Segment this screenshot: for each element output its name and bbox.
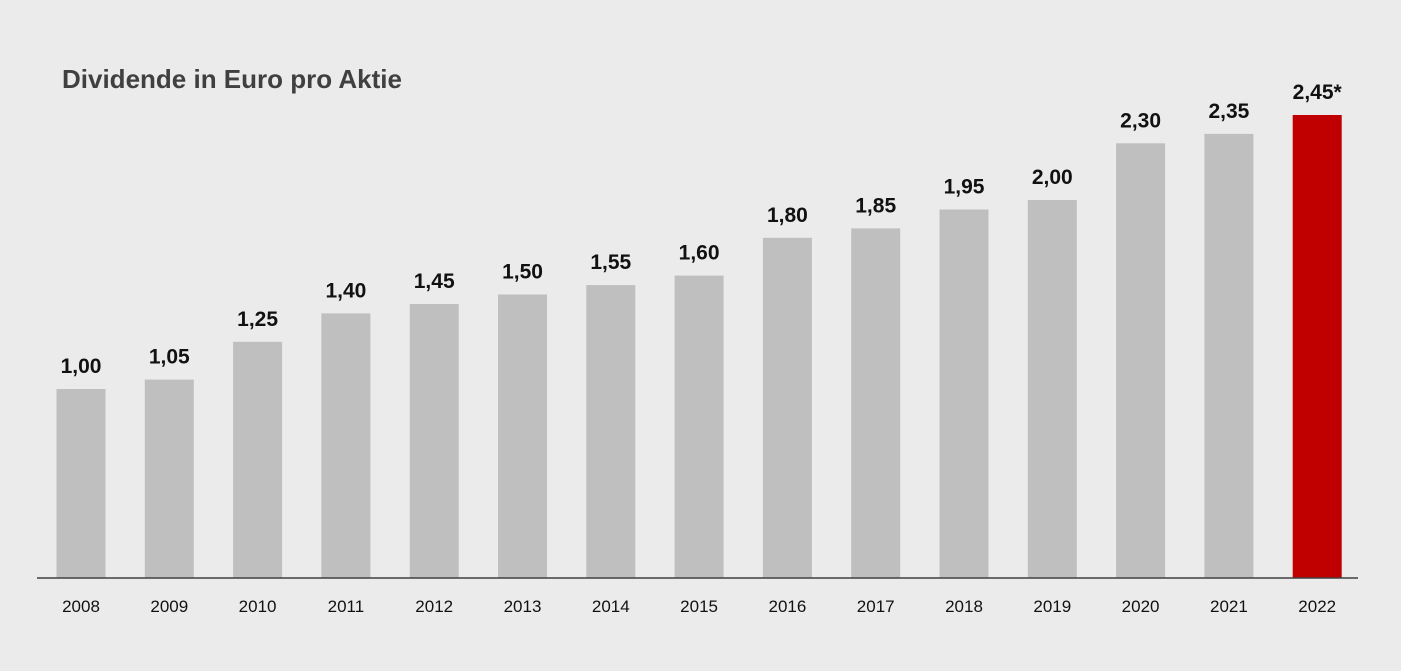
x-tick-label-2021: 2021	[1210, 597, 1248, 616]
bar-2019	[1027, 200, 1077, 578]
value-label-2015: 1,60	[679, 242, 720, 265]
bar-2016	[762, 237, 812, 579]
x-tick-label-2017: 2017	[857, 597, 895, 616]
chart-title: Dividende in Euro pro Aktie	[62, 64, 402, 94]
bars-group	[56, 115, 1342, 579]
x-tick-label-2020: 2020	[1122, 597, 1160, 616]
bar-2014	[586, 285, 636, 578]
bar-2012	[409, 304, 459, 578]
value-labels-group: 1,00 1,05 1,25 1,40 1,45 1,50 1,55 1,60 1,80 1,85…	[61, 81, 1343, 378]
value-label-2008: 1,00	[61, 355, 102, 378]
x-tick-label-2011: 2011	[328, 597, 365, 616]
x-tick-label-2008: 2008	[62, 597, 100, 616]
value-label-2016: 1,80	[767, 204, 808, 227]
bar-2015	[674, 275, 724, 578]
x-tick-label-2014: 2014	[592, 597, 630, 616]
value-label-2022: 2,45*	[1293, 81, 1343, 104]
value-label-2014: 1,55	[590, 251, 631, 274]
bar-2013	[498, 294, 547, 578]
x-tick-label-2022: 2022	[1298, 597, 1336, 616]
value-label-2019: 2,00	[1032, 166, 1073, 189]
bar-2009	[144, 379, 194, 578]
x-tick-label-2009: 2009	[150, 597, 188, 616]
x-tick-label-2012: 2012	[415, 597, 453, 616]
x-tick-labels-group: 2008 2009 2010 2011 2012 2013 2014 2015 2016 2017…	[62, 597, 1336, 616]
bar-2008	[56, 389, 106, 578]
bar-2022	[1292, 115, 1342, 578]
value-label-2017: 1,85	[855, 194, 896, 217]
x-tick-label-2018: 2018	[945, 597, 983, 616]
x-tick-label-2019: 2019	[1033, 597, 1071, 616]
bar-2021	[1204, 133, 1254, 578]
value-label-2009: 1,05	[149, 346, 190, 369]
x-tick-label-2015: 2015	[680, 597, 718, 616]
bar-2018	[939, 209, 989, 578]
value-label-2013: 1,50	[502, 261, 543, 284]
value-label-2010: 1,25	[237, 308, 278, 331]
value-label-2018: 1,95	[944, 176, 985, 199]
bar-2010	[233, 341, 283, 578]
value-label-2012: 1,45	[414, 270, 455, 293]
bar-2017	[851, 228, 901, 578]
x-tick-label-2010: 2010	[239, 597, 277, 616]
x-tick-label-2016: 2016	[768, 597, 806, 616]
value-label-2011: 1,40	[325, 279, 366, 302]
value-label-2021: 2,35	[1208, 100, 1249, 123]
bar-2020	[1116, 143, 1166, 579]
bar-2011	[321, 313, 371, 578]
x-tick-label-2013: 2013	[504, 597, 542, 616]
value-label-2020: 2,30	[1120, 109, 1161, 132]
